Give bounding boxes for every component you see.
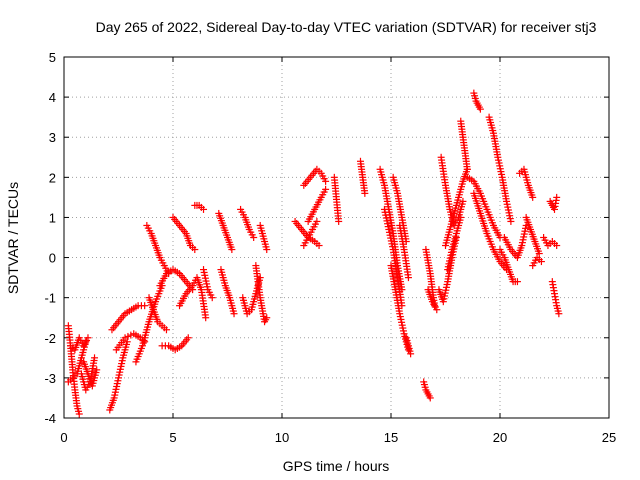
y-tick-label: -1: [44, 291, 56, 306]
y-tick-label: 3: [49, 130, 56, 145]
plot-frame: [63, 56, 610, 419]
data-point: [202, 314, 210, 322]
data-point: [93, 366, 101, 374]
y-tick-label: -4: [44, 411, 56, 426]
data-point: [91, 354, 99, 362]
x-tick-label: 25: [602, 430, 616, 445]
data-points: [64, 89, 563, 418]
data-point: [263, 246, 271, 254]
data-point: [555, 310, 563, 318]
axis-ticks: 0 5 10 15 20 25 -4 -3 -2 -1 0 1 2 3 4 5: [44, 50, 616, 445]
data-point: [82, 338, 90, 346]
data-point: [431, 302, 439, 310]
data-point: [315, 242, 323, 250]
data-point: [200, 205, 208, 213]
data-point: [426, 394, 434, 402]
data-point: [162, 326, 170, 334]
y-tick-label: -3: [44, 371, 56, 386]
data-point: [322, 177, 330, 185]
y-tick-label: 0: [49, 251, 56, 266]
data-point: [459, 197, 467, 205]
data-point: [322, 185, 330, 193]
data-point: [537, 258, 545, 266]
data-point: [141, 302, 149, 310]
x-tick-label: 15: [384, 430, 398, 445]
data-point: [84, 334, 92, 342]
data-point: [208, 294, 216, 302]
data-point: [230, 310, 238, 318]
data-point: [404, 274, 412, 282]
data-point: [433, 306, 441, 314]
data-point: [476, 105, 484, 113]
y-axis-label: SDTVAR / TECUs: [5, 182, 21, 294]
x-tick-label: 20: [493, 430, 507, 445]
y-tick-label: 5: [49, 50, 56, 65]
data-point: [313, 217, 321, 225]
x-axis-label: GPS time / hours: [283, 458, 390, 474]
data-point: [457, 213, 465, 221]
y-tick-label: 1: [49, 210, 56, 225]
data-point: [75, 410, 83, 418]
y-tick-label: 4: [49, 90, 56, 105]
data-point: [184, 334, 192, 342]
x-tick-label: 0: [60, 430, 67, 445]
x-tick-label: 10: [275, 430, 289, 445]
data-point: [535, 250, 543, 258]
data-point: [553, 193, 561, 201]
data-point: [361, 189, 369, 197]
chart-title: Day 265 of 2022, Sidereal Day-to-day VTE…: [96, 19, 597, 35]
data-point: [407, 350, 415, 358]
data-point: [529, 193, 537, 201]
data-point: [463, 165, 471, 173]
y-tick-label: 2: [49, 170, 56, 185]
data-point: [263, 314, 271, 322]
data-point: [191, 246, 199, 254]
grid: [64, 57, 609, 418]
data-point: [123, 338, 131, 346]
data-point: [553, 242, 561, 250]
x-tick-label: 5: [169, 430, 176, 445]
data-point: [250, 234, 258, 241]
data-point: [507, 217, 515, 225]
data-point: [335, 217, 343, 225]
data-point: [513, 278, 521, 286]
data-point: [228, 246, 236, 254]
y-tick-label: -2: [44, 331, 56, 346]
